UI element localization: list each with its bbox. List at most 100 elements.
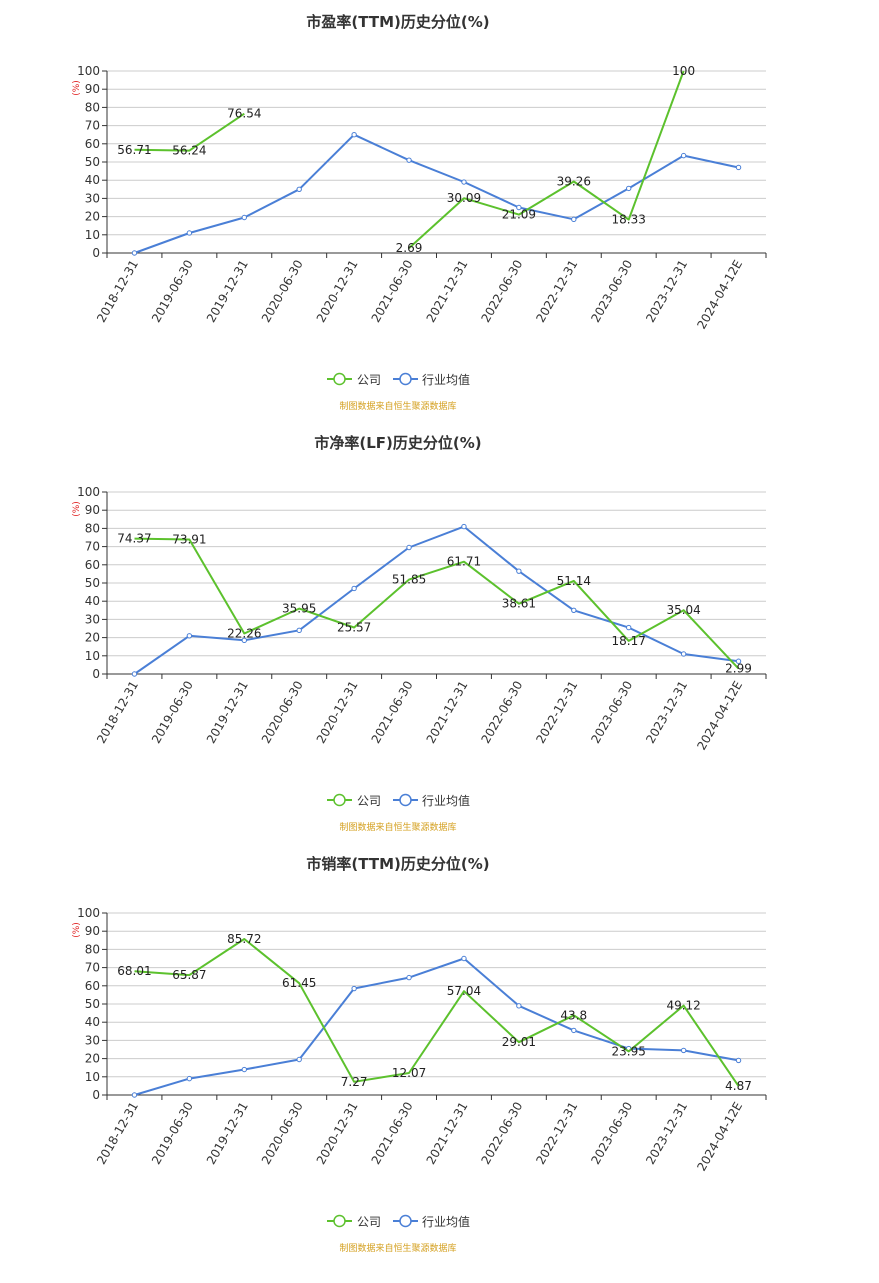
data-label-company: 73.91 bbox=[172, 532, 206, 546]
data-point-industry bbox=[351, 132, 357, 138]
series-line-industry bbox=[134, 133, 739, 254]
data-label-company: 65.87 bbox=[172, 968, 206, 982]
series-line-company bbox=[134, 938, 740, 1087]
data-label-company: 61.45 bbox=[282, 976, 316, 990]
x-tick-label: 2021-06-30 bbox=[369, 1100, 416, 1167]
data-point-industry bbox=[241, 214, 247, 221]
data-label-company: 2.99 bbox=[725, 662, 752, 676]
data-label-company: 25.57 bbox=[337, 620, 371, 634]
legend-marker-company bbox=[333, 372, 346, 386]
y-tick-label: 90 bbox=[85, 82, 100, 96]
legend: 公司 行业均值 bbox=[327, 372, 470, 387]
legend-marker-industry bbox=[399, 793, 412, 807]
x-tick-label: 2020-12-31 bbox=[314, 258, 361, 325]
data-label-company: 100 bbox=[672, 64, 695, 78]
x-tick-label: 2018-12-31 bbox=[94, 1100, 141, 1167]
legend-marker-company bbox=[333, 793, 346, 807]
y-tick-label: 80 bbox=[85, 100, 100, 114]
data-point-industry bbox=[516, 1003, 522, 1009]
data-label-company: 43.8 bbox=[560, 1008, 587, 1022]
data-point-industry bbox=[571, 607, 577, 613]
chart-panel-1: 市净率(LF)历史分位(%) (%) 0 10 20 30 40 50 60 70 80 90 100 2… bbox=[72, 434, 767, 833]
data-point-industry bbox=[461, 523, 467, 530]
x-tick-label: 2020-06-30 bbox=[259, 1100, 306, 1167]
legend-marker-industry bbox=[399, 1214, 412, 1228]
y-tick-label: 30 bbox=[85, 1033, 100, 1047]
x-tick-label: 2019-06-30 bbox=[149, 258, 196, 325]
x-tick-label: 2020-06-30 bbox=[259, 258, 306, 325]
y-tick-label: 60 bbox=[85, 137, 100, 151]
data-point-industry bbox=[131, 250, 138, 256]
source-note: 制图数据来自恒生聚源数据库 bbox=[339, 1242, 456, 1254]
data-point-industry bbox=[241, 637, 247, 644]
legend-marker-company bbox=[333, 1214, 346, 1228]
data-label-company: 56.71 bbox=[117, 143, 151, 157]
data-point-industry bbox=[406, 157, 412, 163]
y-tick-label: 100 bbox=[77, 485, 100, 499]
data-label-company: 7.27 bbox=[341, 1075, 368, 1089]
data-point-industry bbox=[735, 1057, 742, 1064]
x-tick-label: 2020-06-30 bbox=[259, 679, 306, 746]
y-tick-label: 10 bbox=[85, 228, 100, 242]
data-label-company: 35.04 bbox=[666, 603, 700, 617]
data-point-industry bbox=[516, 204, 522, 211]
data-label-company: 51.14 bbox=[557, 574, 591, 588]
data-label-company: 39.26 bbox=[557, 175, 591, 189]
legend-label-company: 公司 bbox=[357, 1215, 381, 1229]
y-tick-label: 40 bbox=[85, 594, 100, 608]
data-point-industry bbox=[186, 1075, 193, 1082]
x-tick-label: 2023-12-31 bbox=[643, 1100, 690, 1167]
y-tick-label: 40 bbox=[85, 173, 100, 187]
data-point-industry bbox=[296, 1056, 302, 1063]
series-line-company bbox=[134, 70, 685, 249]
y-unit-label: (%) bbox=[72, 80, 82, 96]
y-tick-label: 10 bbox=[85, 1070, 100, 1084]
series-line-industry bbox=[133, 525, 739, 675]
data-label-company: 18.17 bbox=[612, 634, 646, 648]
y-tick-label: 60 bbox=[85, 979, 100, 993]
data-point-industry bbox=[626, 624, 632, 631]
y-tick-label: 0 bbox=[92, 667, 100, 681]
x-tick-label: 2024-04-12E bbox=[694, 679, 745, 753]
y-tick-label: 20 bbox=[85, 1052, 100, 1066]
y-tick-label: 80 bbox=[85, 942, 100, 956]
x-tick-label: 2022-12-31 bbox=[533, 1100, 580, 1167]
legend: 公司 行业均值 bbox=[327, 1214, 470, 1229]
x-tick-label: 2022-06-30 bbox=[478, 258, 525, 325]
data-label-company: 29.01 bbox=[502, 1035, 536, 1049]
y-tick-label: 70 bbox=[85, 961, 100, 975]
x-tick-label: 2022-12-31 bbox=[533, 258, 580, 325]
data-label-company: 61.71 bbox=[447, 555, 481, 569]
data-label-company: 51.85 bbox=[392, 573, 426, 587]
y-tick-label: 20 bbox=[85, 210, 100, 224]
legend-label-industry: 行业均值 bbox=[422, 793, 470, 808]
legend-label-industry: 行业均值 bbox=[422, 1214, 470, 1229]
y-tick-label: 100 bbox=[77, 906, 100, 920]
x-tick-label: 2018-12-31 bbox=[94, 679, 141, 746]
data-point-industry bbox=[186, 633, 193, 639]
data-label-company: 49.12 bbox=[666, 999, 700, 1013]
data-point-industry bbox=[680, 152, 687, 159]
x-tick-label: 2024-04-12E bbox=[694, 1100, 745, 1174]
y-tick-label: 70 bbox=[85, 540, 100, 554]
data-label-company: 68.01 bbox=[117, 964, 151, 978]
data-label-company: 12.07 bbox=[392, 1066, 426, 1080]
data-point-industry bbox=[406, 544, 412, 551]
data-point-industry bbox=[735, 164, 742, 171]
series-line-company bbox=[134, 537, 740, 670]
data-label-company: 57.04 bbox=[447, 984, 481, 998]
data-point-industry bbox=[406, 974, 412, 981]
x-tick-label: 2019-06-30 bbox=[149, 1100, 196, 1167]
legend-label-industry: 行业均值 bbox=[422, 372, 470, 387]
legend-label-company: 公司 bbox=[357, 794, 381, 808]
data-point-industry bbox=[680, 651, 687, 657]
x-tick-label: 2020-12-31 bbox=[314, 679, 361, 746]
y-tick-label: 100 bbox=[77, 64, 100, 78]
x-tick-label: 2019-12-31 bbox=[204, 258, 251, 325]
source-note: 制图数据来自恒生聚源数据库 bbox=[339, 821, 456, 833]
data-label-company: 22.26 bbox=[227, 626, 261, 640]
data-point-industry bbox=[351, 585, 357, 592]
legend-label-company: 公司 bbox=[357, 373, 381, 387]
data-point-industry bbox=[735, 658, 742, 664]
